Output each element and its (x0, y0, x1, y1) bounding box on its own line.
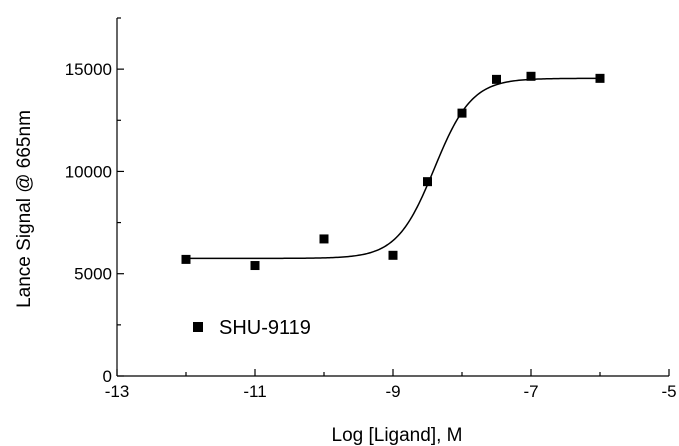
x-tick-label: -11 (243, 382, 266, 401)
data-point (492, 74, 501, 84)
data-point (595, 73, 605, 83)
y-axis-ticks: 0 5000 10000 15000 (65, 17, 124, 386)
y-tick-label: 5000 (74, 265, 112, 284)
x-tick-label: -7 (523, 382, 538, 401)
x-axis-title: Log [Ligand], M (332, 425, 463, 446)
x-tick-label: -9 (385, 382, 400, 401)
y-tick-label: 10000 (65, 162, 112, 181)
y-axis-title: Lance Signal @ 665nm (14, 110, 35, 308)
x-axis-ticks: -13 -11 -9 -7 -5 (105, 369, 677, 401)
data-point (388, 250, 398, 260)
data-point (457, 108, 467, 118)
y-tick-label: 15000 (65, 60, 112, 79)
y-tick-label: 0 (103, 367, 112, 386)
data-point (319, 234, 329, 244)
legend-marker (193, 322, 203, 332)
legend-label: SHU-9119 (219, 317, 311, 339)
data-point (423, 177, 432, 187)
data-points (181, 71, 605, 271)
legend: SHU-9119 (193, 317, 311, 339)
x-tick-label: -13 (105, 382, 130, 401)
data-point (250, 261, 260, 271)
data-point (526, 71, 536, 81)
x-tick-label: -5 (661, 382, 676, 401)
data-point (181, 254, 191, 264)
fit-curve-line (186, 77, 601, 260)
